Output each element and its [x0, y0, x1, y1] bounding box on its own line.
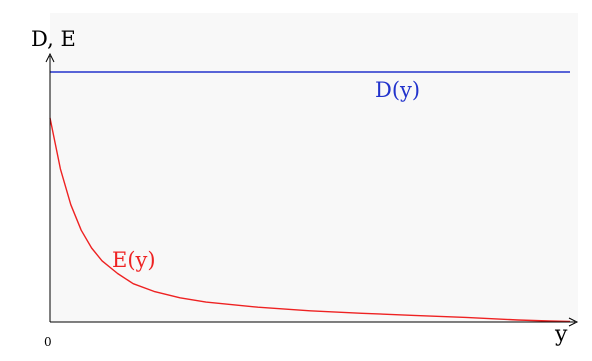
y-axis-arrow	[45, 52, 55, 63]
plot-area-background	[50, 13, 578, 322]
series-label-d: D(y)	[375, 78, 420, 102]
series-line-e	[49, 117, 571, 323]
series-layer	[49, 71, 571, 323]
x-axis-label: y	[554, 322, 568, 347]
x-tick-label-0: 0	[44, 335, 52, 349]
y-axis-label: D, E	[31, 27, 76, 51]
series-label-e: E(y)	[112, 248, 156, 272]
x-axis-arrow	[568, 317, 579, 327]
